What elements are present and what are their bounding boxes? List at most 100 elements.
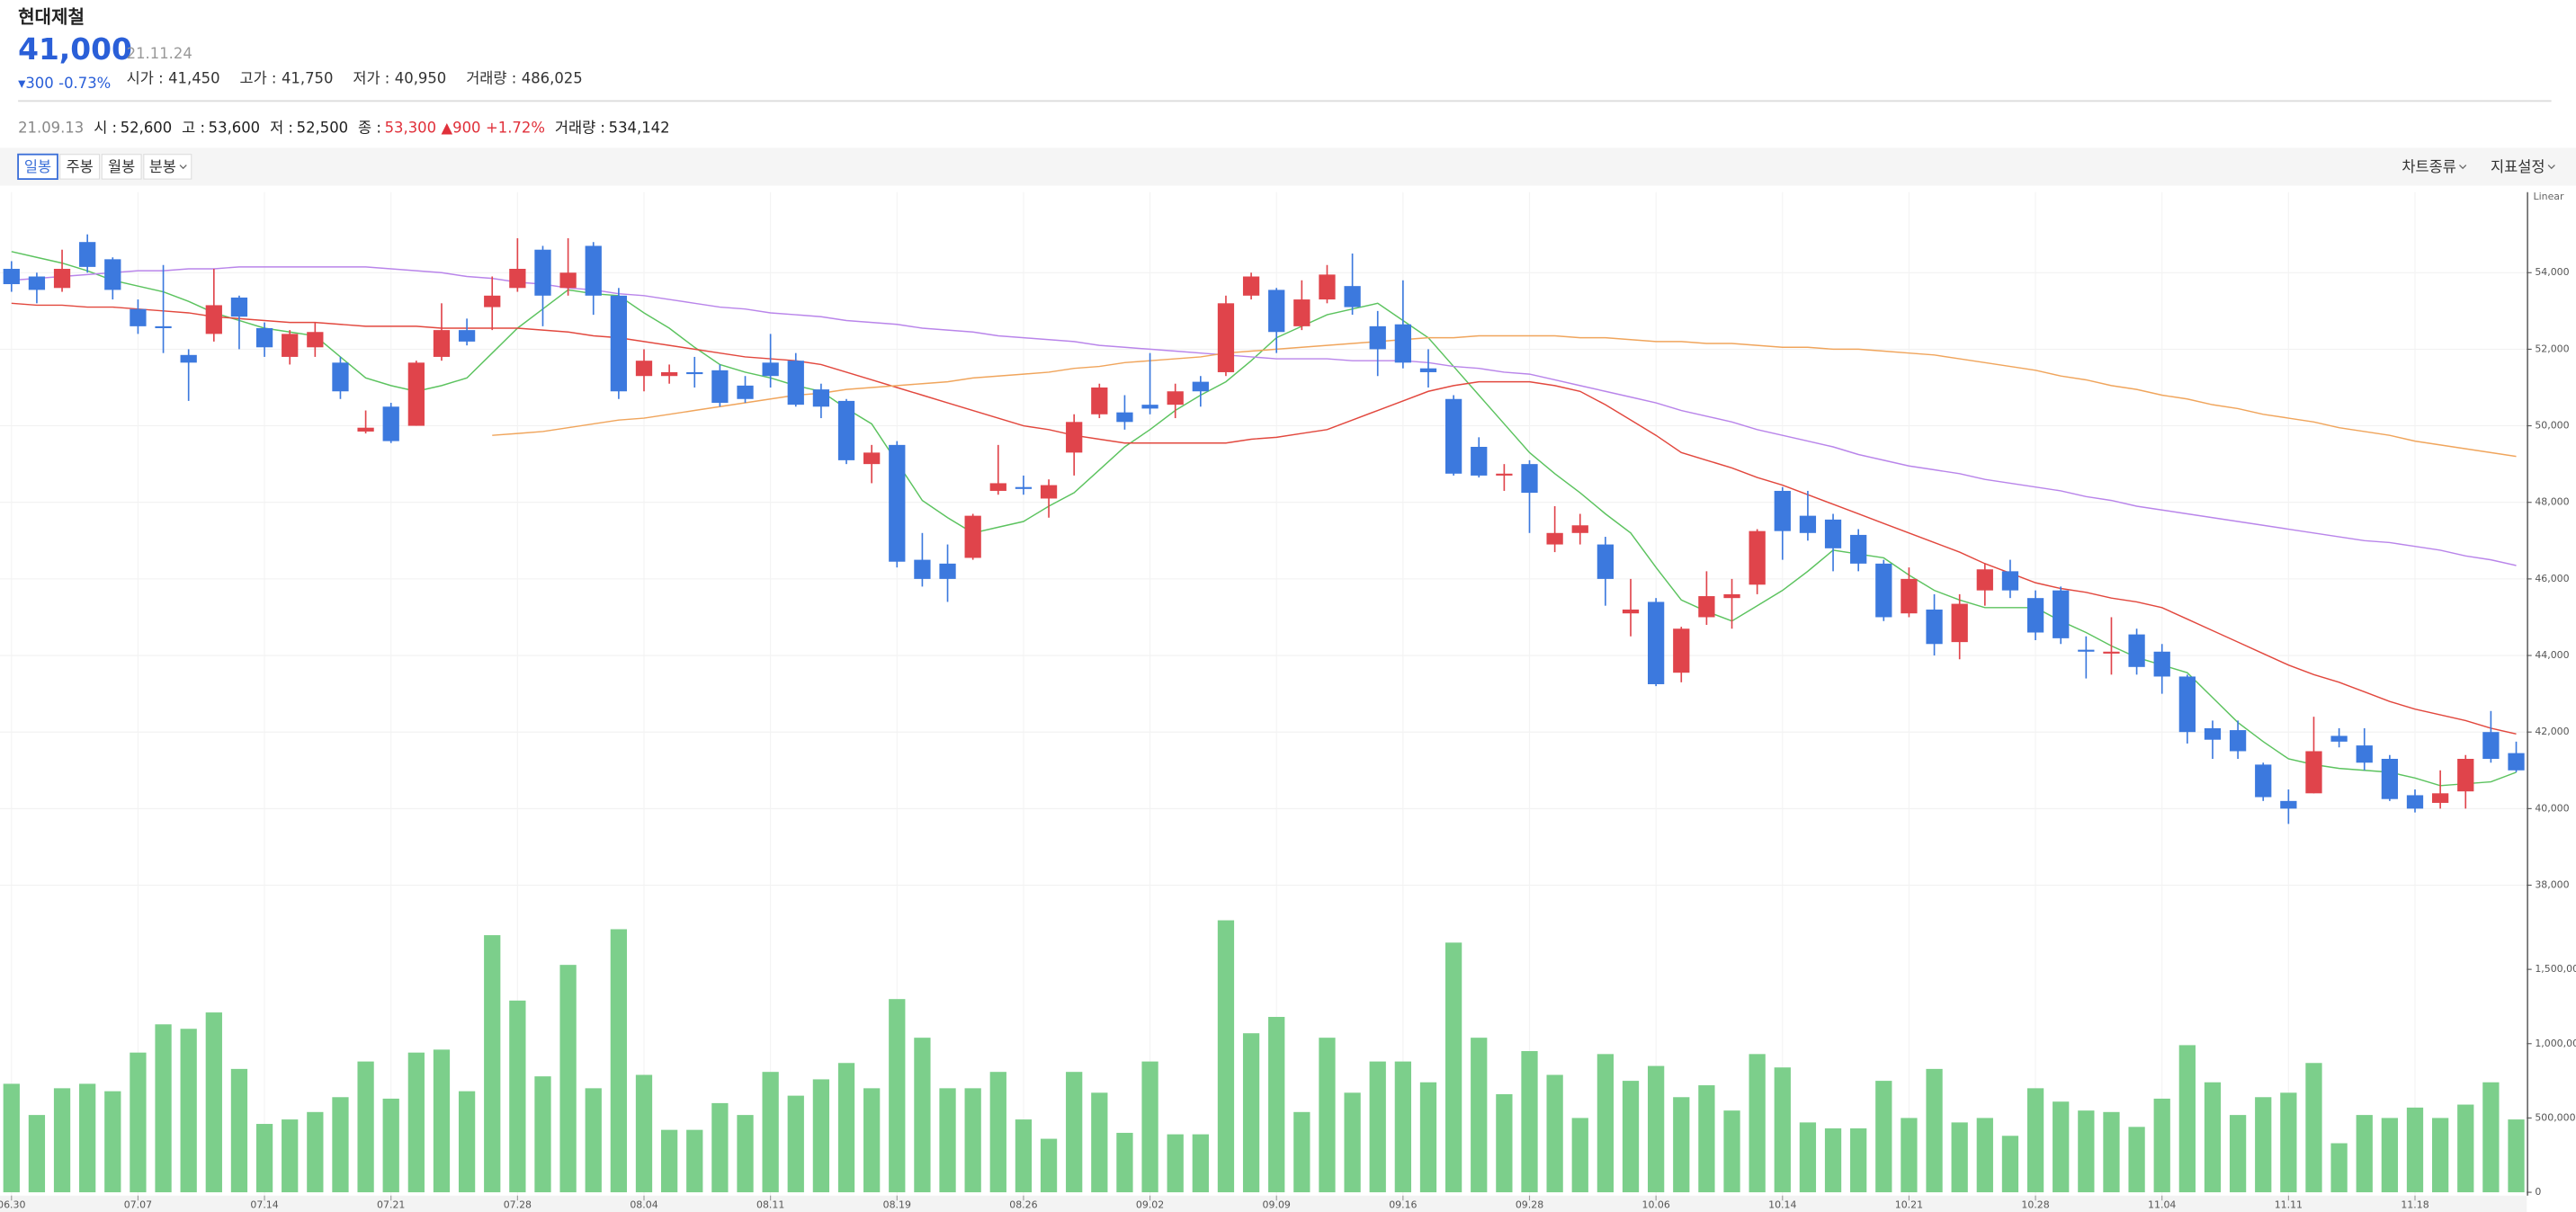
tab-label[interactable]: 일봉	[24, 158, 51, 175]
volume-bar	[2001, 1136, 2019, 1193]
volume-tick-label: 500,000	[2535, 1111, 2575, 1123]
volume-bar	[2305, 1063, 2322, 1193]
tab-box[interactable]	[143, 154, 192, 180]
candle-body	[205, 305, 222, 334]
volume-bar	[737, 1115, 754, 1193]
menu-label[interactable]: 차트종류	[2402, 158, 2455, 175]
volume-bar	[2381, 1118, 2399, 1193]
candle-body	[2103, 651, 2120, 654]
tab-box[interactable]	[17, 153, 58, 181]
y-tick-label: 50,000	[2535, 420, 2569, 432]
candle-body	[1774, 490, 1791, 531]
volume-bar	[79, 1083, 96, 1193]
moving-average-line	[11, 302, 2517, 735]
volume-bar	[1419, 1082, 1437, 1193]
x-tick-label: 11.11	[2275, 1199, 2303, 1211]
volume-bar	[1774, 1067, 1791, 1193]
candle-body	[2229, 730, 2247, 752]
volume-bar	[2508, 1119, 2525, 1193]
volume-bar	[230, 1068, 248, 1193]
volume-bar	[787, 1095, 804, 1193]
candle-body	[1926, 609, 1943, 645]
volume-bar	[484, 935, 501, 1193]
volume-bar	[2178, 1045, 2196, 1193]
current-price: 41,000	[18, 31, 132, 67]
volume-bar	[1268, 1017, 1285, 1193]
tab-box[interactable]	[101, 154, 142, 180]
volume-bar	[1875, 1081, 1892, 1193]
x-tick-label: 09.28	[1516, 1199, 1543, 1211]
volume-bar	[635, 1074, 653, 1193]
y-tick-label: 46,000	[2535, 573, 2569, 584]
menu-label[interactable]: 지표설정	[2491, 158, 2545, 175]
volume-bar	[2431, 1118, 2449, 1193]
y-tick-label: 54,000	[2535, 266, 2569, 278]
candle-body	[28, 276, 46, 290]
candle-body	[1167, 391, 1184, 405]
candle-body	[382, 406, 399, 441]
volume-bar	[1926, 1068, 1943, 1193]
candle-body	[357, 427, 374, 432]
volume-bar	[1749, 1054, 1766, 1193]
candle-body	[2204, 727, 2222, 740]
volume-bar	[1571, 1118, 1588, 1193]
change-amount: ▾300	[18, 75, 54, 92]
stock-name: 현대제철	[18, 6, 85, 28]
volume-bar	[711, 1102, 729, 1193]
candle-body	[2153, 651, 2170, 677]
stat-label: 시가 :	[127, 69, 164, 86]
quote-stats: 시가 :41,450 고가 : 41,750 저가 : 40,950 거래량 : 486,0…	[127, 69, 583, 86]
volume-bar	[2128, 1127, 2145, 1193]
volume-bar	[407, 1052, 425, 1193]
candle-body	[1723, 593, 1740, 599]
candle-body	[1976, 569, 1993, 591]
volume-bar	[2330, 1143, 2348, 1193]
toolbar	[0, 147, 2576, 186]
volume-bar	[1901, 1118, 1918, 1193]
volume-bar	[53, 1088, 71, 1193]
candle-body	[2255, 764, 2272, 798]
x-tick-label: 10.06	[1641, 1199, 1669, 1211]
volume-bar	[1217, 920, 1235, 1193]
tab-label[interactable]: 월봉	[108, 158, 135, 175]
candle-body	[1901, 578, 1918, 614]
candle-body	[255, 327, 273, 348]
volume-bar	[889, 999, 906, 1193]
volume-bar	[1040, 1138, 1058, 1193]
candle-body	[509, 268, 526, 289]
candle-body	[458, 330, 476, 342]
candle-body	[307, 332, 324, 348]
candle-body	[1698, 596, 1715, 618]
chevron	[2547, 165, 2555, 170]
volume-bar	[1799, 1122, 1817, 1193]
candle-body	[79, 242, 96, 267]
volume-bar	[1369, 1061, 1386, 1193]
candle-body	[484, 295, 501, 307]
tab-box[interactable]	[59, 154, 101, 180]
candle-body	[2482, 732, 2500, 760]
volume-bar	[1496, 1093, 1513, 1193]
volume-bar	[585, 1088, 602, 1193]
candle-body	[534, 249, 551, 296]
moving-average-line	[492, 334, 2517, 458]
y-tick-label: 38,000	[2535, 879, 2569, 891]
volume-bar	[964, 1088, 981, 1193]
volume-bar	[2153, 1098, 2170, 1193]
candle-body	[1496, 473, 1513, 476]
candle-body	[964, 515, 981, 558]
info-value: 53,600	[209, 119, 260, 136]
tab-label[interactable]: 주봉	[66, 158, 93, 175]
volume-bar	[837, 1063, 855, 1193]
volume-bar	[155, 1024, 172, 1193]
info-rate: +1.72%	[486, 119, 545, 136]
candle-body	[812, 389, 830, 407]
candle-body	[1242, 276, 1260, 296]
candle-body	[1445, 398, 1462, 474]
x-tick-label: 06.30	[0, 1199, 25, 1211]
candle-body	[2128, 634, 2145, 667]
volume-bar	[1951, 1122, 1968, 1193]
candle-body	[2026, 598, 2044, 633]
tab-label[interactable]: 분봉	[149, 158, 176, 175]
volume-bar	[2078, 1110, 2095, 1193]
candle-body	[1116, 412, 1133, 423]
